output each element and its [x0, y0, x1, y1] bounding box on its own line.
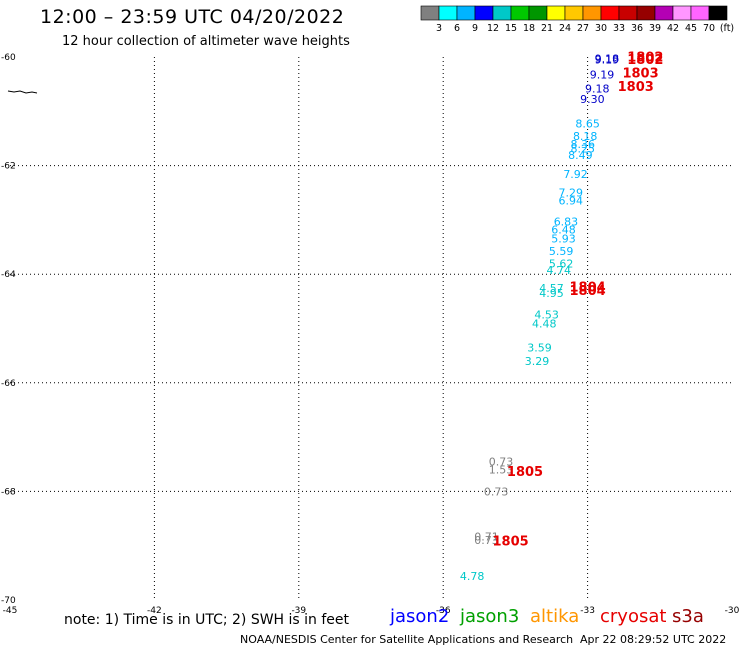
wave-height-label: 4.74 — [546, 264, 571, 277]
y-tick-label: -66 — [1, 379, 16, 389]
pass-time-label: 1805 — [492, 535, 528, 550]
y-tick-label: -62 — [1, 162, 16, 172]
pass-time-label: 1802 — [627, 53, 663, 68]
wave-height-label: 0.71 — [474, 530, 499, 543]
wave-height-label: 8.18 — [573, 130, 598, 143]
colorbar-label: 24 — [559, 23, 571, 34]
grid-lines — [10, 57, 732, 600]
wave-height-label: 7.92 — [563, 168, 588, 181]
y-tick-label: -68 — [1, 487, 16, 497]
legend-s3a: s3a — [672, 606, 704, 627]
wave-height-label: 5.62 — [549, 258, 574, 271]
y-tick-label: -64 — [1, 270, 16, 280]
data-labels: 9.189.199.199.189.308.658.188.368.258.49… — [460, 52, 619, 582]
pass-time-label: 1803 — [618, 80, 654, 95]
wave-height-label: 7.29 — [559, 187, 584, 200]
x-tick-label: -30 — [725, 606, 740, 616]
wave-height-label: 6.83 — [554, 215, 579, 228]
legend-jason2: jason2 — [390, 606, 450, 627]
wave-height-label: 6.48 — [551, 223, 576, 236]
wave-height-label: 8.25 — [571, 143, 596, 156]
colorbar-label: 12 — [487, 23, 499, 34]
wave-height-label: 9.19 — [590, 69, 615, 82]
legend-cryosat: cryosat — [600, 606, 667, 627]
colorbar-swatch — [708, 5, 728, 21]
wave-height-label: 5.59 — [549, 245, 574, 258]
credit-line: NOAA/NESDIS Center for Satellite Applica… — [240, 633, 574, 646]
colorbar-label: 21 — [541, 23, 553, 34]
colorbar-label: 30 — [595, 23, 607, 34]
colorbar-label: 3 — [436, 23, 442, 34]
wave-height-label: 9.18 — [595, 52, 620, 65]
x-tick-label: -42 — [147, 606, 162, 616]
colorbar-label: 45 — [685, 23, 697, 34]
pass-time-label: 1805 — [507, 465, 543, 480]
wave-height-label: 4.78 — [460, 570, 485, 583]
colorbar-label: 6 — [454, 23, 460, 34]
wave-height-label: 1.53 — [489, 463, 514, 476]
wave-height-label: 4.48 — [532, 317, 557, 330]
wave-height-label: 3.29 — [525, 355, 550, 368]
pass-time-label: 1803 — [622, 67, 658, 82]
wave-height-label: 9.19 — [595, 54, 620, 67]
pass-time-label: 1802 — [627, 50, 663, 65]
colorbar-legend: 3 6 9 12 15 18 21 24 27 30 33 36 39 42 45 70 (ft) — [420, 5, 734, 34]
y-tick-label: -60 — [1, 53, 16, 63]
x-tick-label: -33 — [580, 606, 595, 616]
coastline-fragment — [7, 90, 38, 94]
x-tick-label: -39 — [291, 606, 306, 616]
colorbar-label: 33 — [613, 23, 625, 34]
legend-altika: altika — [530, 606, 580, 627]
colorbar-label: 15 — [505, 23, 517, 34]
pass-time-label: 1804 — [570, 281, 606, 296]
wave-height-label: 5.93 — [551, 233, 576, 246]
wave-height-label: 9.30 — [580, 93, 605, 106]
wave-height-label: 4.95 — [539, 287, 564, 300]
chart-title: 12:00 – 23:59 UTC 04/20/2022 — [40, 6, 345, 28]
colorbar-label: 9 — [472, 23, 478, 34]
colorbar-label: 18 — [523, 23, 535, 34]
wave-height-label: 0.73 — [484, 486, 509, 499]
x-tick-label: -45 — [3, 606, 18, 616]
wave-height-label: 8.65 — [575, 118, 600, 131]
colorbar-label: 36 — [631, 23, 643, 34]
colorbar-label: 70 — [703, 23, 715, 34]
wave-height-label: 8.36 — [571, 138, 596, 151]
legend-jason3: jason3 — [460, 606, 520, 627]
axis-tick-labels: -45 -42 -39 -36 -33 -30 -60 -62 -64 -66 -68 -70 — [1, 53, 740, 616]
wave-height-label: 9.18 — [585, 82, 610, 95]
chart-subtitle: 12 hour collection of altimeter wave hei… — [62, 34, 350, 49]
pass-time-label: 1804 — [570, 284, 606, 299]
wave-height-label: 0.73 — [474, 534, 499, 547]
colorbar-unit: (ft) — [720, 23, 734, 34]
wave-height-label: 3.59 — [527, 341, 552, 354]
colorbar-label: 42 — [667, 23, 679, 34]
colorbar-label: 27 — [577, 23, 589, 34]
wave-height-label: 4.57 — [539, 282, 564, 295]
colorbar-label: 39 — [649, 23, 661, 34]
y-tick-label: -70 — [1, 596, 16, 606]
wave-height-label: 8.49 — [568, 149, 593, 162]
wave-height-label: 6.94 — [559, 195, 584, 208]
generated-timestamp: Apr 22 08:29:52 UTC 2022 — [580, 633, 727, 646]
wave-height-label: 0.73 — [489, 455, 514, 468]
wave-height-label: 4.53 — [534, 309, 559, 322]
x-tick-label: -36 — [436, 606, 451, 616]
footer-note: note: 1) Time is in UTC; 2) SWH is in fe… — [64, 612, 350, 628]
